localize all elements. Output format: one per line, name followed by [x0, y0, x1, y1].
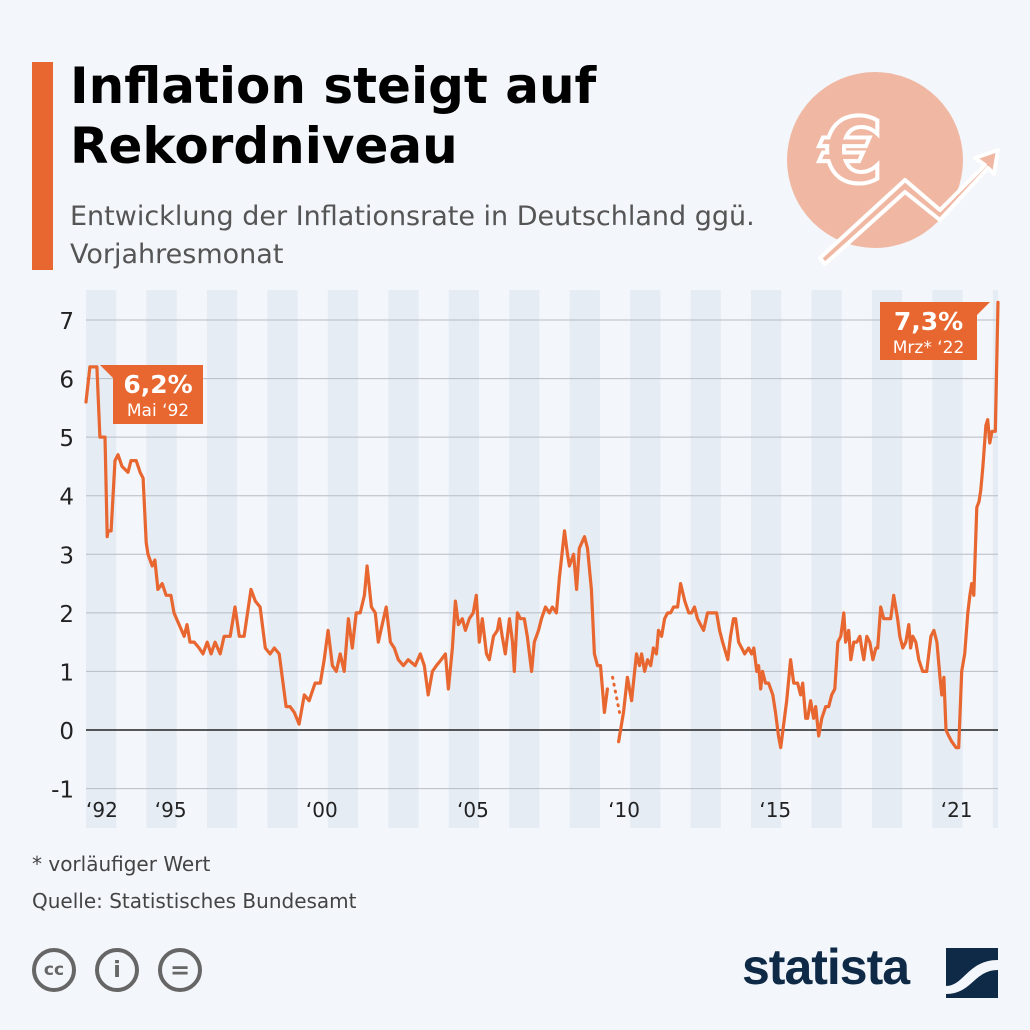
x-tick-label: ‘05: [457, 798, 489, 822]
year-stripe: [992, 290, 998, 828]
year-stripe: [267, 290, 298, 828]
year-stripe: [86, 290, 117, 828]
page-subtitle: Entwicklung der Inflationsrate in Deutsc…: [70, 201, 755, 270]
statista-logo-mark-icon: [946, 948, 998, 998]
y-tick-label: 4: [59, 485, 74, 511]
x-tick-label: ‘10: [608, 798, 640, 822]
euro-symbol: €: [819, 99, 884, 204]
annotation-date: Mrz* ‘22: [893, 338, 965, 358]
annotation-pointer: [977, 302, 990, 315]
no-derivatives-icon[interactable]: =: [158, 948, 202, 992]
y-tick-label: 0: [59, 719, 74, 745]
gridlines: [86, 319, 998, 790]
series-line: [84, 365, 609, 726]
annotation-value: 6,2%: [123, 370, 192, 399]
y-tick-label: 3: [59, 543, 74, 569]
x-tick-label: ‘92: [86, 798, 118, 822]
x-tick-label: ‘00: [306, 798, 338, 822]
annotation-value: 7,3%: [894, 307, 963, 336]
year-stripes: [86, 290, 998, 828]
y-tick-label: -1: [51, 778, 74, 804]
year-stripe: [388, 290, 419, 828]
rising-arrow: [818, 148, 1000, 266]
year-stripe: [630, 290, 661, 828]
annotation-box: [113, 365, 203, 424]
year-stripe: [509, 290, 540, 828]
x-tick-label: ‘95: [155, 798, 187, 822]
year-stripe: [690, 290, 721, 828]
footnote: * vorläufiger Wert: [32, 852, 211, 876]
statista-logo[interactable]: statista: [742, 939, 910, 995]
annotation-pointer: [100, 365, 113, 378]
cc-icon[interactable]: cc: [32, 948, 76, 992]
y-tick-label: 2: [59, 602, 74, 628]
annotation-box: [880, 302, 977, 360]
x-tick-label: ‘21: [941, 798, 973, 822]
y-tick-label: 6: [59, 368, 74, 394]
year-stripe: [206, 290, 238, 828]
x-axis-ticks: ‘92 ‘95 ‘00 ‘05 ‘10 ‘15 ‘21: [86, 798, 973, 822]
annotation-date: Mai ‘92: [127, 401, 189, 421]
year-stripe: [751, 290, 782, 828]
series-line: [617, 300, 1000, 750]
accent-bar: [32, 62, 53, 270]
series-line-dotted: [611, 675, 621, 714]
x-tick-label: ‘15: [759, 798, 791, 822]
euro-rising-arrow-icon: €: [787, 72, 1000, 266]
inflation-line-chart: -1 0 1 2 3 4 5 6 7 ‘92 ‘95 ‘00 ‘05 ‘10 ‘15 ‘21 6,2%Mai…: [51, 290, 1000, 828]
y-tick-label: 1: [59, 660, 74, 686]
page-title: Inflation steigt auf Rekordniveau: [70, 57, 597, 175]
year-stripe: [811, 290, 842, 828]
year-stripe: [871, 290, 903, 828]
series-lines: [84, 300, 1000, 750]
y-tick-label: 7: [59, 309, 74, 335]
y-tick-label: 5: [59, 426, 74, 452]
y-axis-ticks: -1 0 1 2 3 4 5 6 7: [51, 309, 74, 804]
year-stripe: [448, 290, 479, 828]
annotations: 6,2%Mai ‘92 7,3%Mrz* ‘22: [100, 302, 990, 424]
attribution-icon[interactable]: i: [95, 948, 139, 992]
source: Quelle: Statistisches Bundesamt: [32, 889, 357, 913]
year-stripe: [327, 290, 359, 828]
